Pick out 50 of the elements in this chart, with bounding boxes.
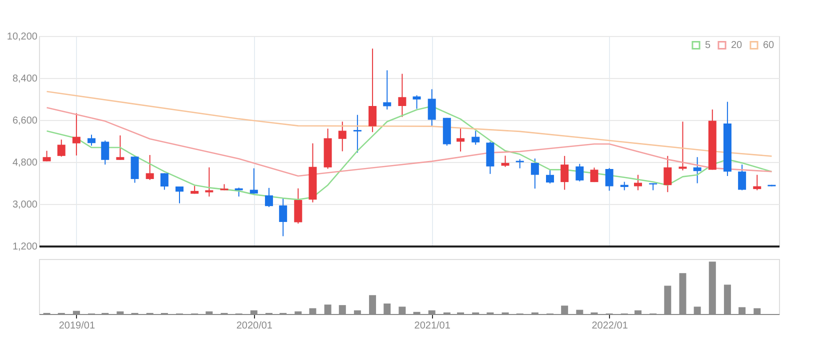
y-tick-label: 3,000 xyxy=(12,200,38,210)
candlestick xyxy=(176,186,184,204)
legend-label: 20 xyxy=(731,40,743,52)
x-tick-label: 2022/01 xyxy=(592,320,628,332)
candlestick xyxy=(160,172,168,190)
candlestick xyxy=(72,112,80,156)
candlestick xyxy=(398,73,406,118)
candlestick xyxy=(678,121,687,171)
candlestick xyxy=(634,174,642,191)
line-series xyxy=(46,106,772,177)
legend-label: 5 xyxy=(705,40,711,52)
x-tick-label: 2021/01 xyxy=(414,320,451,332)
candlestick xyxy=(693,156,702,184)
candlestick xyxy=(412,94,421,110)
candlestick xyxy=(546,169,554,184)
candlestick xyxy=(472,130,480,146)
candlestick xyxy=(279,197,288,237)
candlestick xyxy=(338,121,346,152)
y-tick-label: 10,200 xyxy=(6,32,38,42)
y-tick-label: 8,400 xyxy=(12,74,38,84)
candlestick xyxy=(664,155,672,193)
candlestick xyxy=(560,155,569,190)
candlestick xyxy=(428,88,436,128)
candlestick xyxy=(42,150,51,162)
x-tick-label: 2020/01 xyxy=(236,320,273,332)
candlestick xyxy=(57,139,66,158)
candlestick xyxy=(88,134,96,146)
legend-label: 60 xyxy=(763,40,775,52)
candlestick xyxy=(456,126,465,152)
candlestick xyxy=(530,158,539,190)
candlestick xyxy=(146,154,154,180)
candlestick xyxy=(590,167,598,183)
candlestick xyxy=(250,168,258,195)
x-tick-label: 2019/01 xyxy=(58,320,96,332)
candlestick xyxy=(605,168,614,192)
candlestick xyxy=(264,187,273,208)
candlestick xyxy=(116,134,124,160)
candlestick xyxy=(368,48,377,133)
y-tick-label: 1,200 xyxy=(12,242,38,252)
candlestick xyxy=(486,141,494,174)
y-tick-label: 4,800 xyxy=(12,158,38,168)
line-series xyxy=(46,90,772,157)
y-tick-label: 6,600 xyxy=(12,116,38,126)
candlestick xyxy=(294,188,302,224)
candlestick xyxy=(130,154,139,184)
candlestick xyxy=(738,164,746,191)
candlestick xyxy=(576,163,584,182)
candlestick xyxy=(353,114,362,154)
candlestick xyxy=(205,166,214,198)
candlestick xyxy=(101,140,110,166)
